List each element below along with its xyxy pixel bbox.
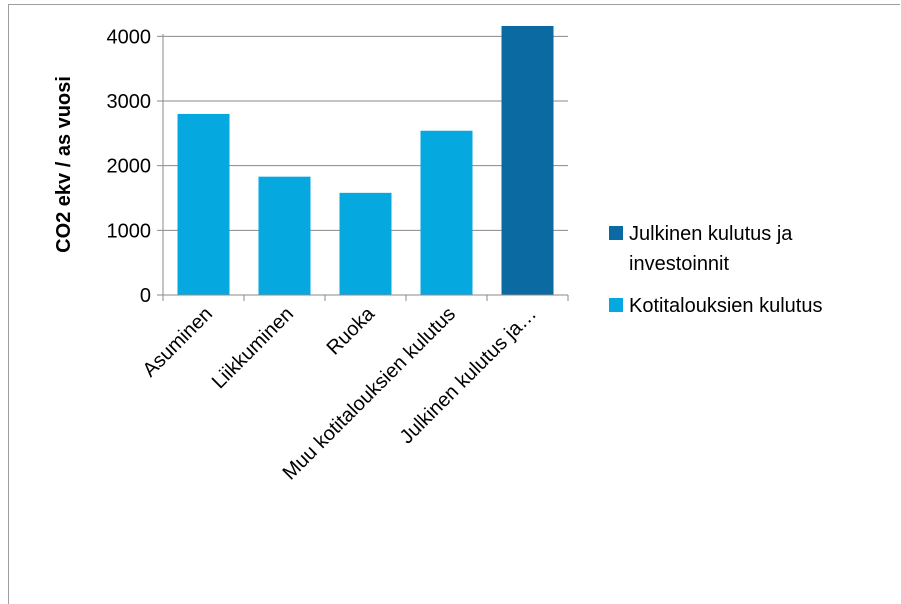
bars: [177, 25, 554, 296]
y-tick-label: 0: [140, 285, 151, 307]
x-category-label: Muu kotitalouksien kulutus: [279, 303, 460, 484]
y-tick-label: 1000: [107, 220, 152, 242]
legend-item: Kotitalouksien kulutus: [609, 295, 822, 317]
chart-frame: [8, 4, 900, 604]
bar-3: [339, 192, 392, 295]
bar-1: [177, 113, 230, 295]
legend-label: Kotitalouksien kulutus: [629, 295, 822, 317]
y-axis-title: CO2 ekv / as vuosi: [53, 76, 75, 253]
x-category-label: Julkinen kulutus ja…: [396, 303, 541, 448]
bar-4: [420, 130, 473, 295]
legend-item: Julkinen kulutus ja investoinnit: [609, 223, 793, 275]
legend-swatch: [609, 226, 623, 240]
y-tick-label: 2000: [107, 156, 152, 178]
bar-2: [258, 176, 311, 295]
axes: [157, 34, 569, 301]
legend-swatch: [609, 298, 623, 312]
y-tick-label: 3000: [107, 91, 152, 113]
legend: Julkinen kulutus ja investoinnit Kotitalou…: [609, 223, 822, 317]
y-tick-label: 4000: [107, 26, 152, 48]
legend-label: investoinnit: [629, 253, 730, 275]
bar-5: [501, 25, 554, 296]
legend-label: Julkinen kulutus ja: [629, 223, 793, 245]
y-tick-labels: 0 1000 2000 3000 4000: [107, 26, 152, 307]
x-category-label: Liikkuminen: [208, 303, 298, 393]
x-category-label: Asuminen: [139, 303, 217, 381]
x-category-label: Ruoka: [323, 302, 380, 359]
